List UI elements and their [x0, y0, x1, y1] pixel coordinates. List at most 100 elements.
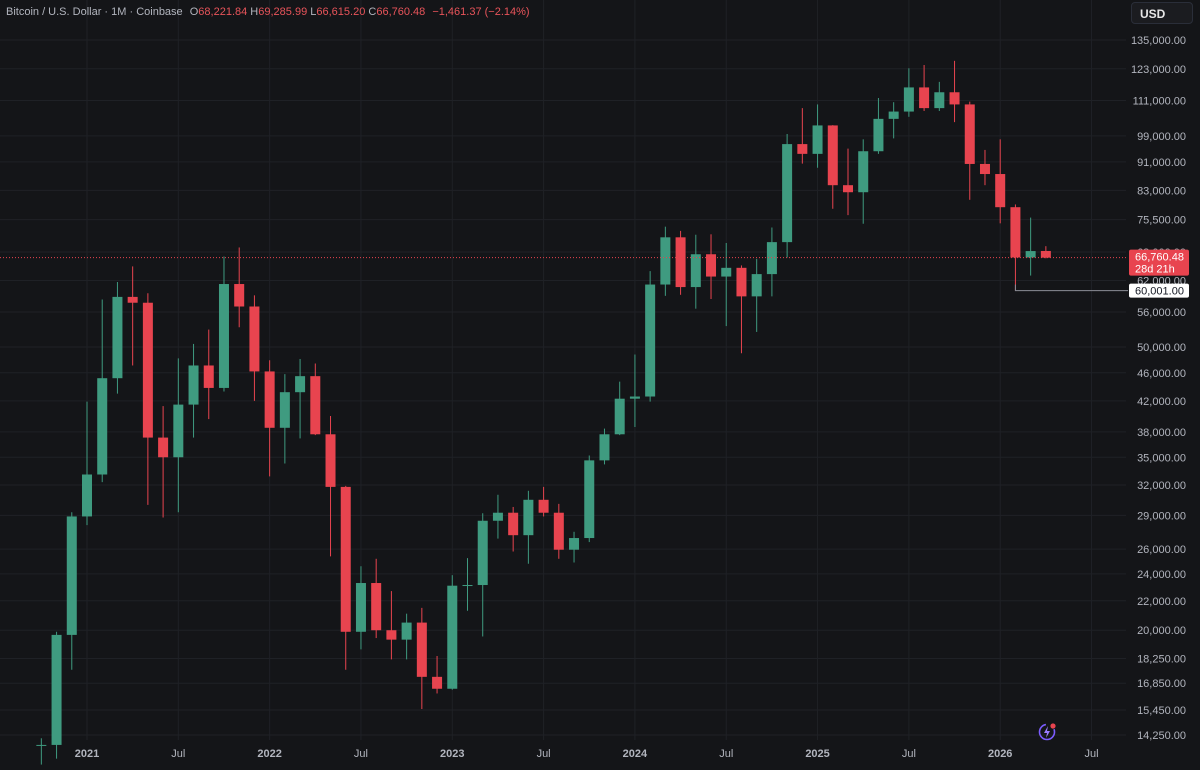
- candle[interactable]: [523, 490, 534, 564]
- candle[interactable]: [934, 81, 945, 111]
- candle[interactable]: [66, 512, 77, 670]
- ohlc-low: 66,615.20: [316, 6, 366, 18]
- x-tick-label: Jul: [171, 748, 185, 760]
- candle[interactable]: [584, 455, 595, 543]
- lightning-badge-icon[interactable]: [1037, 722, 1057, 742]
- candle-body: [584, 460, 595, 539]
- currency-button[interactable]: USD: [1131, 2, 1193, 24]
- candle[interactable]: [797, 108, 808, 164]
- candle[interactable]: [569, 531, 580, 563]
- candle[interactable]: [36, 738, 47, 765]
- candle[interactable]: [462, 558, 473, 611]
- candle[interactable]: [127, 266, 138, 366]
- low-marker-line: [1014, 284, 1128, 292]
- candle[interactable]: [234, 247, 245, 328]
- candle[interactable]: [492, 494, 503, 539]
- candle[interactable]: [1040, 246, 1051, 259]
- y-tick-label: 46,000.00: [1137, 368, 1186, 380]
- candle-body: [97, 378, 108, 475]
- candle-body: [690, 254, 701, 288]
- candle[interactable]: [873, 98, 884, 154]
- candle-body: [827, 125, 838, 186]
- y-tick-label: 18,250.00: [1137, 654, 1186, 666]
- candle[interactable]: [949, 60, 960, 123]
- candle[interactable]: [766, 227, 777, 297]
- candle[interactable]: [51, 631, 62, 759]
- candle-body: [934, 92, 945, 109]
- y-tick-label: 32,000.00: [1137, 480, 1186, 492]
- candle-body: [995, 174, 1006, 208]
- candle[interactable]: [827, 125, 838, 209]
- candle[interactable]: [82, 401, 92, 526]
- candle[interactable]: [203, 329, 214, 420]
- candle[interactable]: [843, 148, 853, 216]
- candle-body: [112, 296, 123, 379]
- candle[interactable]: [295, 358, 306, 439]
- candle[interactable]: [447, 575, 458, 690]
- y-tick-label: 91,000.00: [1137, 157, 1186, 169]
- candle[interactable]: [629, 354, 640, 427]
- candle[interactable]: [97, 299, 108, 483]
- candle[interactable]: [340, 485, 351, 670]
- candle[interactable]: [660, 226, 671, 296]
- candle[interactable]: [188, 343, 199, 438]
- candle[interactable]: [675, 230, 686, 295]
- candle[interactable]: [249, 295, 260, 401]
- last-price-tag: [1129, 249, 1189, 276]
- candle-body: [675, 237, 686, 288]
- candle-body: [340, 486, 351, 632]
- candle[interactable]: [432, 655, 443, 694]
- candle[interactable]: [1025, 217, 1036, 276]
- candle[interactable]: [690, 234, 701, 309]
- candle[interactable]: [325, 415, 336, 557]
- candle[interactable]: [645, 271, 656, 402]
- candle[interactable]: [310, 363, 321, 436]
- candle[interactable]: [279, 374, 290, 464]
- y-tick-label: 15,450.00: [1137, 705, 1186, 717]
- candle-body: [736, 267, 747, 297]
- candle[interactable]: [812, 104, 823, 168]
- candle[interactable]: [1010, 204, 1021, 291]
- candle-body: [386, 630, 397, 640]
- y-tick-label: 56,000.00: [1137, 307, 1186, 319]
- y-tick-label: 38,000.00: [1137, 427, 1186, 439]
- candle[interactable]: [416, 607, 427, 710]
- candle[interactable]: [538, 486, 549, 517]
- candle-body: [964, 104, 975, 164]
- candle[interactable]: [903, 68, 914, 117]
- candle[interactable]: [508, 506, 519, 552]
- candle[interactable]: [979, 149, 990, 186]
- candle[interactable]: [158, 406, 169, 518]
- candle[interactable]: [721, 243, 732, 327]
- y-tick-label: 14,250.00: [1137, 730, 1186, 742]
- candle[interactable]: [599, 428, 610, 465]
- candle-body: [218, 284, 229, 388]
- candle[interactable]: [553, 503, 564, 559]
- x-tick-label: 2021: [75, 748, 99, 760]
- ohlc-open: 68,221.84: [198, 6, 248, 18]
- candle[interactable]: [706, 234, 717, 300]
- candle[interactable]: [264, 360, 275, 477]
- low-price-tag: [1129, 283, 1189, 298]
- candle[interactable]: [964, 101, 975, 200]
- candle[interactable]: [751, 258, 762, 332]
- candle[interactable]: [218, 256, 229, 392]
- candle[interactable]: [858, 139, 869, 224]
- candle[interactable]: [477, 513, 488, 637]
- candle[interactable]: [371, 558, 382, 639]
- candle[interactable]: [614, 381, 625, 436]
- candle[interactable]: [173, 358, 184, 513]
- candle[interactable]: [386, 591, 397, 660]
- candle[interactable]: [995, 139, 1006, 224]
- candle[interactable]: [355, 566, 366, 650]
- candle[interactable]: [736, 265, 747, 354]
- candle[interactable]: [112, 282, 123, 394]
- candle[interactable]: [919, 65, 930, 111]
- candle[interactable]: [888, 102, 899, 139]
- candle[interactable]: [782, 133, 793, 258]
- ohlc-low-label: L: [310, 6, 317, 18]
- candle-body: [569, 538, 580, 550]
- candle[interactable]: [401, 613, 412, 660]
- candle[interactable]: [142, 293, 153, 505]
